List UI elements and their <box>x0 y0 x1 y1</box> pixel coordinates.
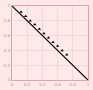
svg-text:0.4: 0.4 <box>4 48 11 53</box>
svg-text:0.6: 0.6 <box>54 82 61 87</box>
svg-text:0: 0 <box>8 77 11 82</box>
svg-text:0.6: 0.6 <box>4 33 11 38</box>
svg-text:0.8: 0.8 <box>70 82 77 87</box>
svg-text:0.2: 0.2 <box>24 82 31 87</box>
svg-text:0.8: 0.8 <box>4 18 11 23</box>
svg-text:0.4: 0.4 <box>39 82 46 87</box>
svg-text:0.2: 0.2 <box>4 63 11 68</box>
svg-text:1: 1 <box>8 3 11 8</box>
svg-text:0: 0 <box>11 82 14 87</box>
svg-text:1: 1 <box>87 82 90 87</box>
